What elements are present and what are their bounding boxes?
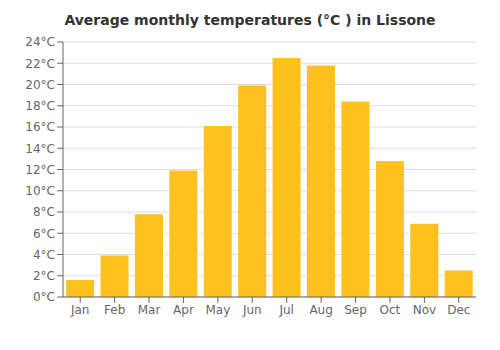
svg-text:May: May xyxy=(205,303,230,317)
svg-text:0°C: 0°C xyxy=(33,290,55,304)
svg-text:Aug: Aug xyxy=(309,303,332,317)
svg-text:Oct: Oct xyxy=(380,303,401,317)
svg-text:4°C: 4°C xyxy=(33,248,55,262)
svg-text:22°C: 22°C xyxy=(25,57,55,71)
svg-text:16°C: 16°C xyxy=(25,120,55,134)
svg-text:20°C: 20°C xyxy=(25,78,55,92)
svg-text:2°C: 2°C xyxy=(33,269,55,283)
svg-text:12°C: 12°C xyxy=(25,163,55,177)
svg-text:Sep: Sep xyxy=(344,303,367,317)
svg-text:24°C: 24°C xyxy=(25,35,55,49)
svg-text:Jan: Jan xyxy=(70,303,90,317)
svg-text:Dec: Dec xyxy=(447,303,470,317)
svg-text:Jun: Jun xyxy=(242,303,262,317)
svg-text:Nov: Nov xyxy=(413,303,436,317)
svg-text:Mar: Mar xyxy=(138,303,161,317)
svg-text:14°C: 14°C xyxy=(25,142,55,156)
svg-text:Jul: Jul xyxy=(278,303,293,317)
svg-text:10°C: 10°C xyxy=(25,184,55,198)
svg-text:6°C: 6°C xyxy=(33,227,55,241)
svg-text:18°C: 18°C xyxy=(25,99,55,113)
svg-text:8°C: 8°C xyxy=(33,205,55,219)
html-text:Average monthly temperatures (: Average monthly temperatures (°C ) in Li… xyxy=(64,12,436,28)
svg-text:Feb: Feb xyxy=(104,303,125,317)
svg-text:Apr: Apr xyxy=(173,303,194,317)
